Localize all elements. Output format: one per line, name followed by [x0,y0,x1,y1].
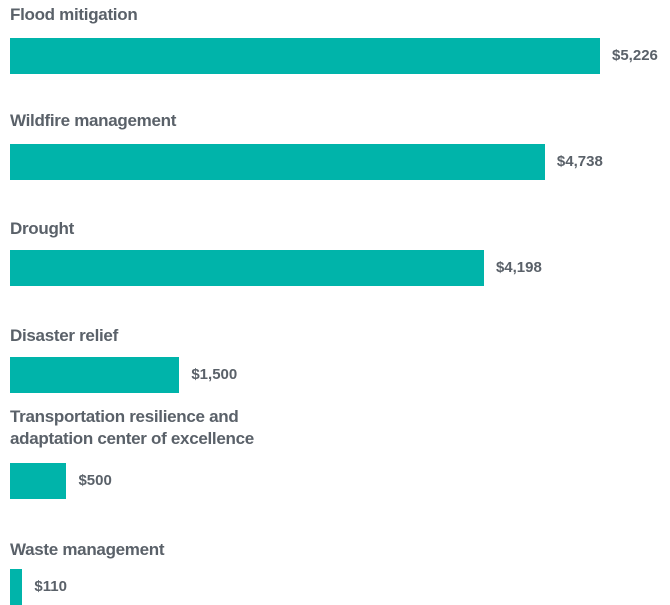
value-label: $500 [78,472,112,489]
value-label: $4,738 [556,153,603,170]
bar [10,250,484,286]
value-label: $110 [34,578,67,595]
value-label: $4,198 [495,259,542,276]
bar [10,357,180,393]
category-label: Wildfire management [10,111,177,130]
category-label: Drought [10,219,74,238]
bar [10,144,545,180]
value-label: $1,500 [191,366,238,383]
bar [10,38,600,74]
category-label: Waste management [10,540,165,559]
bar [10,463,67,499]
value-label: $5,226 [612,47,658,64]
category-label: Disaster relief [10,326,118,345]
category-label: Flood mitigation [10,5,138,24]
category-label: Transportation resilience and adaptation… [10,407,254,448]
bar [10,569,23,605]
